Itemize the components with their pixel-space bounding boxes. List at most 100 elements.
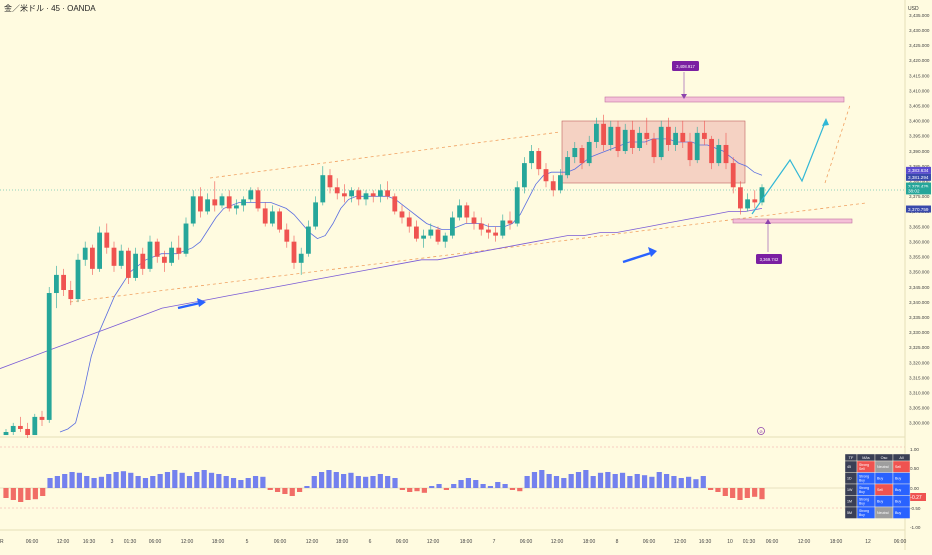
oscillator-bar: [759, 488, 765, 500]
candle-body: [190, 196, 196, 224]
rating-cell-label: Buy: [895, 511, 901, 515]
candle-body: [320, 175, 326, 203]
oscillator-bar: [429, 486, 435, 488]
price-tick-label: 3,420.000: [909, 58, 930, 63]
candle-body: [97, 232, 102, 269]
price-tick-label: 3,390.000: [909, 149, 930, 154]
currency-label: USD: [908, 6, 919, 12]
rating-header-label: MAs: [862, 456, 870, 460]
candle-body: [464, 205, 470, 218]
candle-body: [716, 144, 722, 164]
candle-body: [291, 241, 297, 263]
price-tick-label: 3,315.000: [909, 375, 930, 380]
rating-cell-label: Buy: [859, 502, 865, 506]
rating-cell-label: Buy: [859, 479, 865, 483]
oscillator-bar: [458, 480, 464, 488]
time-tick-label: 12:00: [551, 539, 564, 545]
price-tick-label: 3,355.000: [909, 255, 930, 260]
candle-body: [226, 196, 232, 209]
candle-body: [154, 241, 160, 257]
oscillator-bar: [69, 472, 75, 488]
oscillator-bar: [135, 476, 141, 488]
price-tick-label: 3,400.000: [909, 119, 930, 124]
candle-body: [428, 229, 434, 236]
time-tick-label: 01:30: [124, 539, 137, 545]
ema-path: [0, 208, 763, 369]
oscillator-bar: [25, 488, 31, 500]
oscillator-bar: [385, 476, 391, 488]
candle-body: [327, 175, 333, 188]
candle-body: [658, 126, 664, 158]
rating-cell-label: Neutral: [877, 465, 889, 469]
support-zone[interactable]: [732, 218, 853, 224]
oscillator-bar: [509, 488, 516, 490]
oscillator-bar: [663, 474, 670, 488]
candle-body: [82, 247, 88, 260]
candle-body: [68, 290, 74, 300]
candle-body: [147, 241, 153, 269]
price-badge-label: 3,381.294: [908, 175, 929, 180]
oscillator-bar: [590, 476, 596, 488]
price-tick-label: 3,385.000: [909, 164, 930, 169]
price-tick-label: 3,340.000: [909, 300, 930, 305]
projection-arrowhead: [822, 118, 829, 126]
rating-cell-label: Strong: [859, 509, 869, 513]
candle-body: [169, 247, 174, 263]
candle-body: [579, 148, 585, 164]
oscillator-bar: [568, 474, 574, 488]
oscillator-bar: [289, 488, 295, 496]
event-marker-icon[interactable]: [757, 427, 765, 435]
oscillator-bar: [252, 476, 259, 488]
price-badge-label: 3,370.759: [908, 207, 929, 212]
candle-body: [500, 220, 506, 236]
oscillator-bar: [91, 478, 97, 488]
candle-body: [262, 208, 268, 224]
candle-body: [392, 196, 398, 212]
oscillator-bar: [752, 488, 758, 497]
time-tick-label: 12:00: [57, 539, 70, 545]
oscillator-bar: [722, 488, 728, 496]
rating-cell-label: Buy: [895, 500, 901, 504]
candle-body: [406, 217, 412, 227]
candle-body: [694, 132, 700, 161]
candle-body: [284, 229, 290, 242]
candle-body: [493, 232, 498, 236]
osc-tick-label: -0.50: [910, 506, 921, 511]
bottom-level-callout[interactable]: [756, 254, 782, 264]
time-tick-label: 06:00: [396, 539, 409, 545]
candle-body: [104, 232, 110, 248]
time-tick-label: 12:00: [674, 539, 687, 545]
rating-cell-label: Buy: [895, 477, 901, 481]
oscillator-bar: [583, 470, 589, 488]
candle-body: [306, 226, 311, 254]
top-level-callout[interactable]: [672, 61, 699, 71]
candle-body: [673, 132, 678, 145]
resistance-zone[interactable]: [604, 96, 845, 103]
price-badge: [906, 166, 931, 174]
price-axis[interactable]: 3,435.000 3,430.000 3,425.000 3,420.000 3,41…: [909, 13, 930, 426]
oscillator-bar: [47, 478, 53, 488]
candle-body: [61, 274, 66, 290]
time-axis[interactable]: R 06:00 12:00 16:30 3 01:30 06:00 12:00 18:00 5 06…: [0, 539, 906, 545]
event-marker-glyph: ⊘: [759, 429, 762, 434]
candle-body: [745, 199, 750, 209]
oscillator-bar: [678, 478, 684, 488]
oscillator-bar: [575, 472, 582, 488]
time-tick-label: 18:00: [583, 539, 596, 545]
candle-body: [39, 416, 45, 420]
time-tick-label: 10: [727, 539, 733, 545]
candle-body: [702, 132, 707, 139]
candle-body: [421, 235, 426, 239]
channel-upper-line: [209, 131, 561, 179]
oscillator-bar: [671, 476, 677, 488]
candle-body: [759, 187, 765, 203]
oscillator-bar: [326, 470, 332, 488]
candle-body: [637, 132, 642, 148]
candle-body: [349, 190, 354, 197]
oscillator-bar: [40, 488, 46, 496]
candle-body: [572, 148, 578, 158]
oscillator-bar: [553, 476, 560, 488]
